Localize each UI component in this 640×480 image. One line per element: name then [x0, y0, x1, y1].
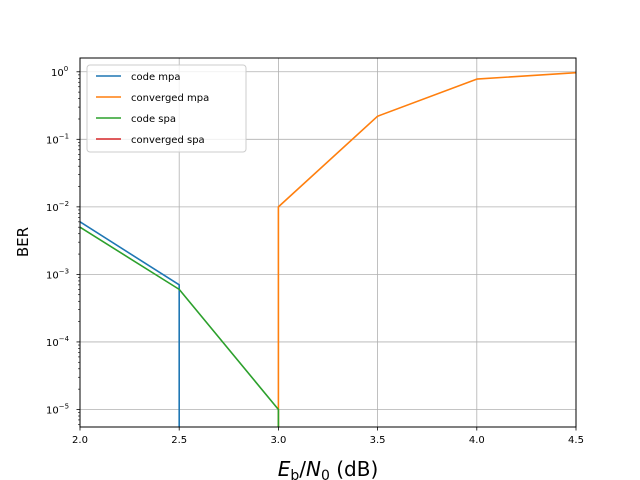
series-line-converged-mpa — [277, 71, 576, 427]
series-line-code-mpa — [80, 221, 180, 427]
x-tick-label: 4.5 — [568, 435, 584, 446]
legend-label: converged mpa — [131, 93, 209, 104]
x-tick-label: 3.0 — [270, 435, 286, 446]
x-tick-label: 2.5 — [171, 435, 187, 446]
legend-label: code spa — [131, 114, 176, 125]
y-tick-label: 10−5 — [46, 402, 69, 416]
series-layer — [80, 71, 576, 427]
legend-label: code mpa — [131, 72, 181, 83]
y-tick-label: 100 — [51, 65, 68, 79]
x-tick-label: 2.0 — [72, 435, 88, 446]
x-axis-ticks: 2.0 2.5 3.0 3.5 4.0 4.5 — [72, 427, 584, 446]
x-tick-label: 4.0 — [469, 435, 485, 446]
plot-frame — [79, 57, 577, 428]
y-axis-label: BER — [14, 227, 32, 257]
x-axis-label: Eb/N0 (dB) — [278, 457, 379, 480]
y-tick-label: 10−4 — [46, 335, 70, 349]
x-tick-label: 3.5 — [370, 435, 386, 446]
legend-label: converged spa — [131, 135, 205, 146]
y-tick-label: 10−1 — [46, 132, 69, 146]
y-axis-ticks: 10−5 10−4 10−3 10−2 10−1 100 — [46, 65, 80, 416]
legend: code mpa converged mpa code spa converged s… — [86, 64, 247, 153]
legend-box — [86, 64, 247, 153]
y-tick-label: 10−3 — [46, 267, 69, 281]
series-line-code-spa — [80, 226, 280, 427]
y-tick-label: 10−2 — [46, 200, 69, 214]
